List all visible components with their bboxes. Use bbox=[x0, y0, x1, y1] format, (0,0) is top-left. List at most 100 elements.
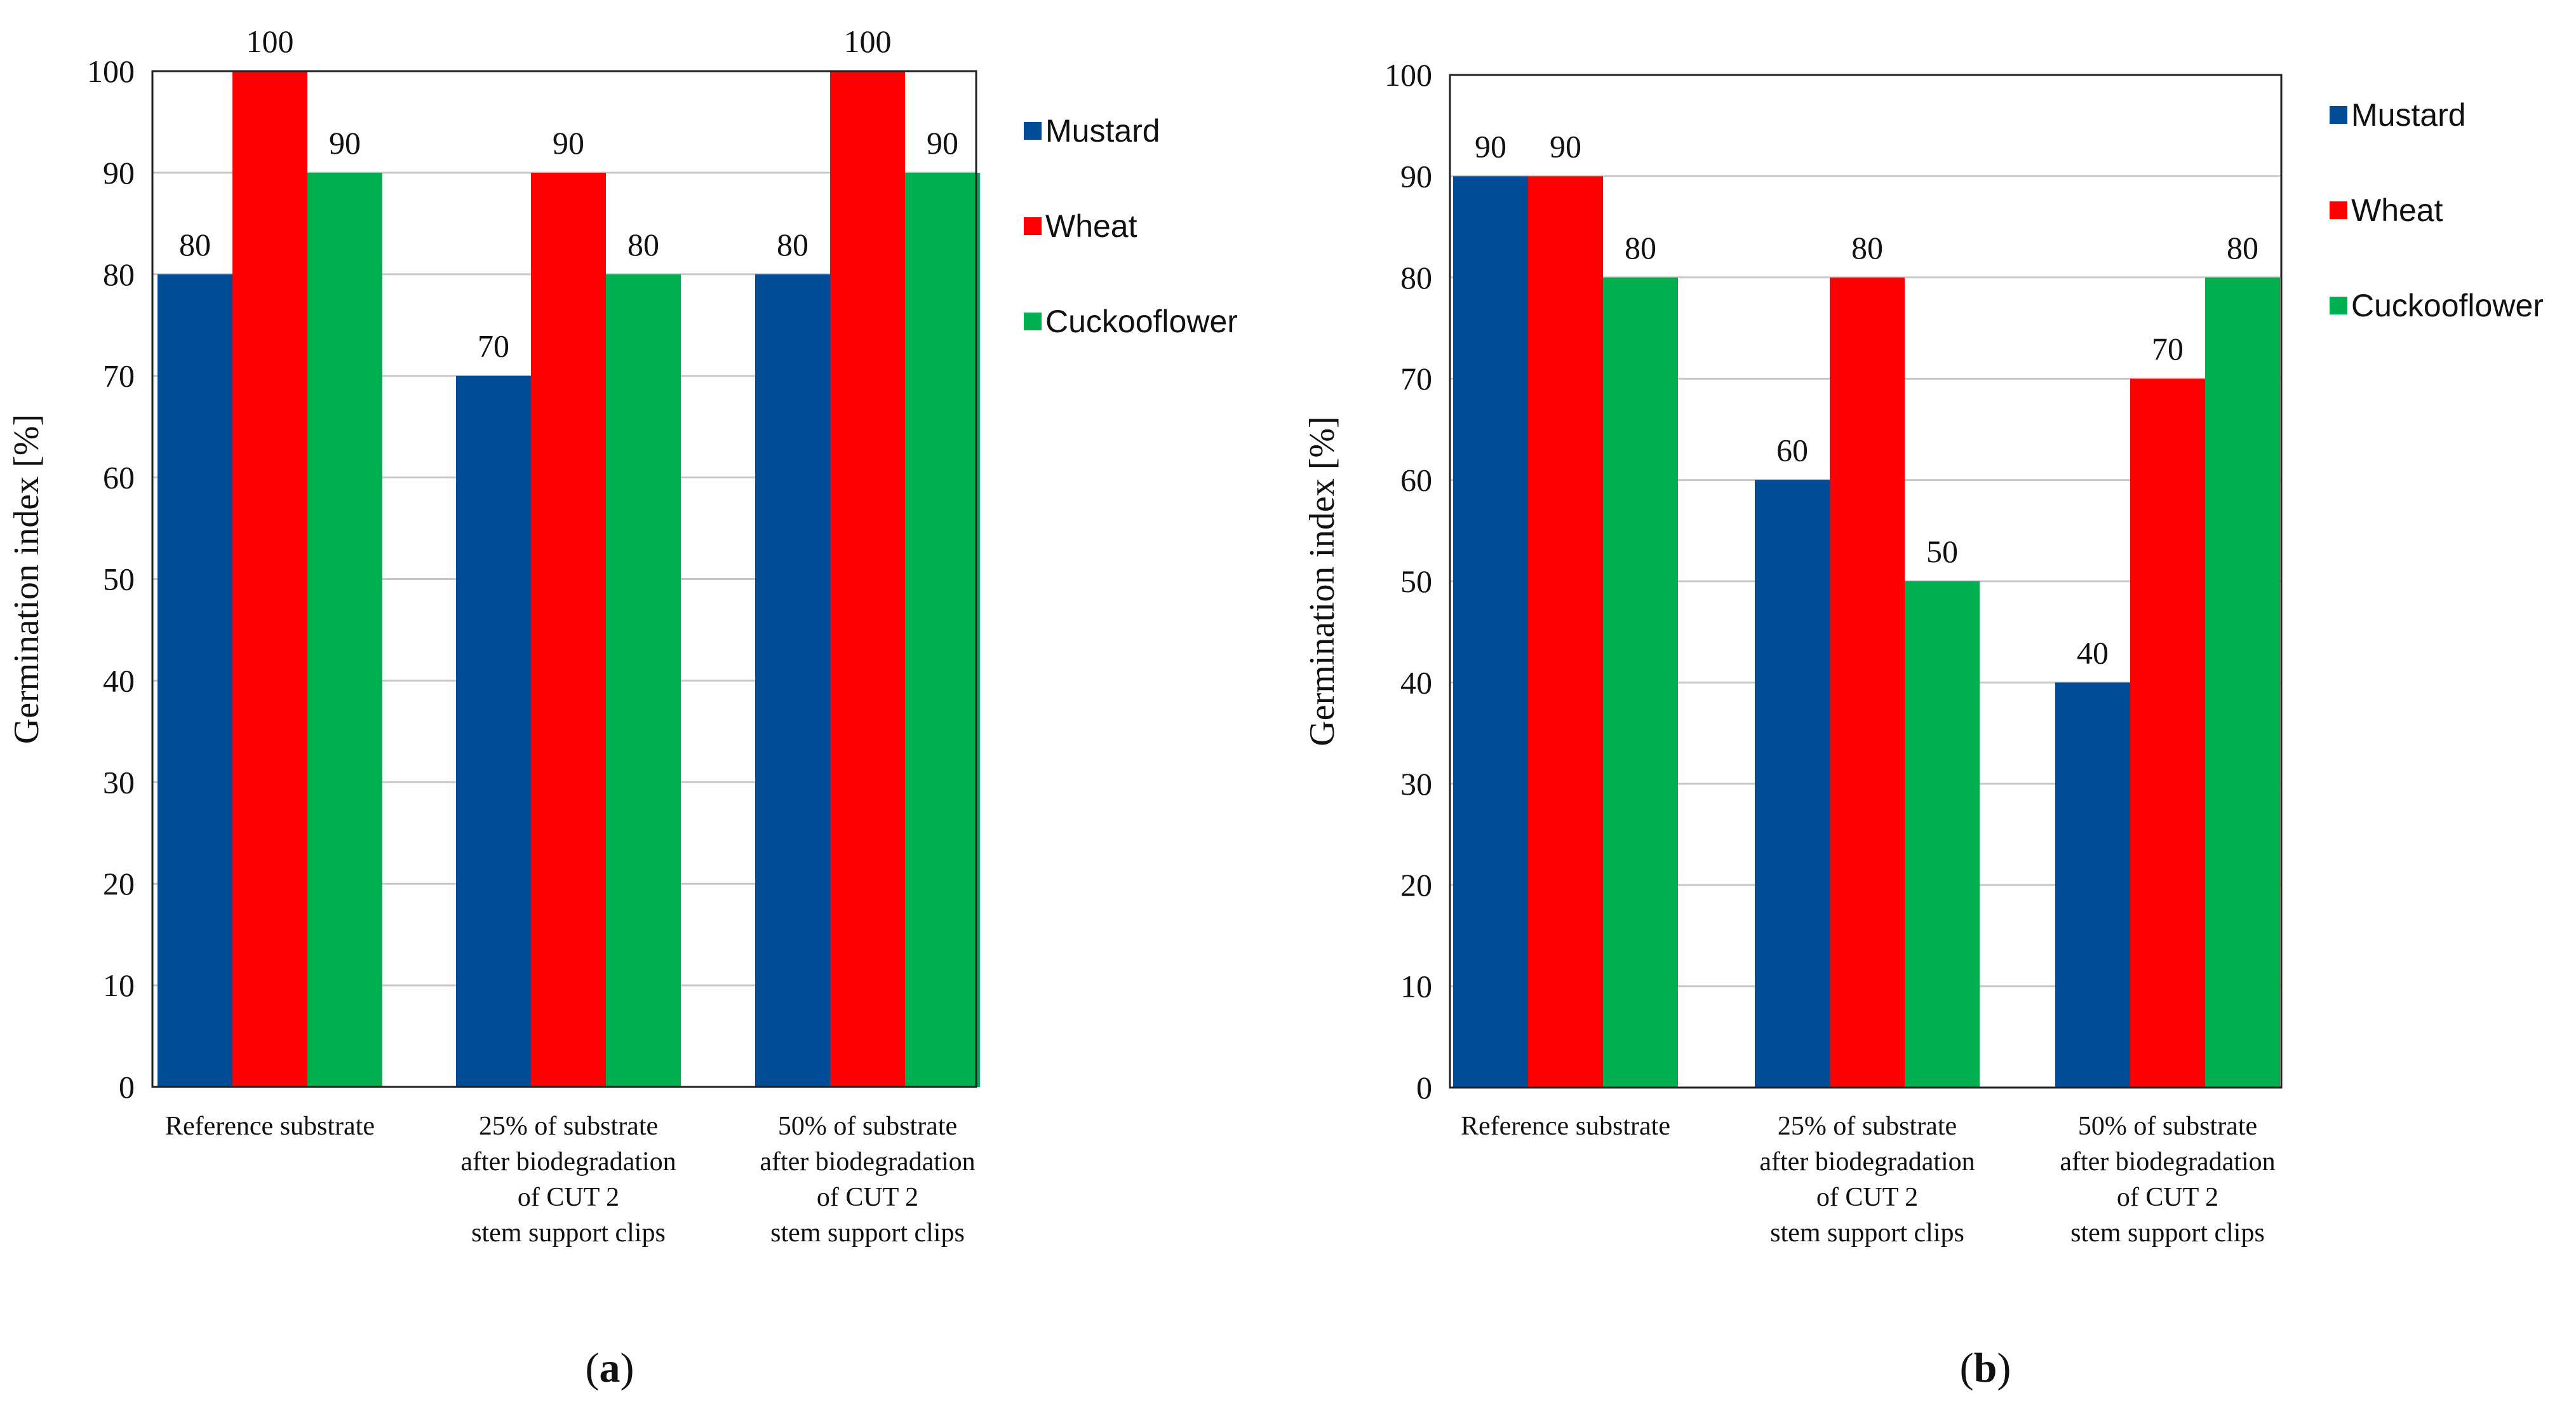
y-tick-label: 10 bbox=[103, 967, 135, 1003]
category-label: Reference substrate bbox=[1461, 1112, 1670, 1141]
y-tick-label: 90 bbox=[103, 155, 135, 191]
data-label: 40 bbox=[2077, 635, 2109, 670]
y-tick-label: 50 bbox=[1400, 563, 1432, 599]
panel-label-close-paren: ) bbox=[621, 1345, 634, 1391]
bar-cuckooflower-2 bbox=[1905, 581, 1980, 1088]
y-tick-label: 70 bbox=[1400, 361, 1432, 396]
category-label-line: after biodegradation bbox=[2060, 1147, 2275, 1176]
data-label: 90 bbox=[553, 125, 584, 161]
legend-swatch-cuckooflower bbox=[1024, 313, 1042, 330]
bar-mustard-3 bbox=[755, 274, 830, 1087]
category-label-line: after biodegradation bbox=[1759, 1147, 1975, 1176]
category-label: 50% of substrate after biodegradation of C… bbox=[760, 1112, 975, 1248]
legend-swatch-cuckooflower bbox=[2330, 297, 2347, 314]
legend-label-mustard: Mustard bbox=[1045, 113, 1160, 149]
category-label-line: stem support clips bbox=[770, 1218, 965, 1248]
category-label-line: of CUT 2 bbox=[2117, 1183, 2218, 1212]
data-label: 90 bbox=[1550, 128, 1581, 164]
bar-mustard-3 bbox=[2055, 682, 2130, 1088]
y-tick-label: 80 bbox=[1400, 260, 1432, 295]
data-label: 80 bbox=[1851, 230, 1883, 266]
data-label: 80 bbox=[627, 227, 659, 262]
legend-label-mustard: Mustard bbox=[2351, 97, 2466, 133]
y-tick-label: 30 bbox=[103, 764, 135, 800]
bar-cuckooflower-3 bbox=[905, 172, 980, 1087]
bar-wheat-3 bbox=[830, 71, 905, 1087]
category-label-line: stem support clips bbox=[2070, 1218, 2265, 1248]
y-tick-label: 50 bbox=[103, 562, 135, 597]
legend-swatch-wheat bbox=[2330, 201, 2347, 219]
category-label-line: 25% of substrate bbox=[1778, 1112, 1957, 1141]
bar-cuckooflower-3 bbox=[2205, 277, 2280, 1088]
legend-swatch-wheat bbox=[1024, 217, 1042, 235]
data-label: 90 bbox=[329, 125, 361, 161]
panel-label: (a) bbox=[586, 1345, 634, 1391]
category-label-line: Reference substrate bbox=[165, 1112, 375, 1141]
bar-mustard-2 bbox=[1755, 480, 1830, 1088]
legend-label-cuckooflower: Cuckooflower bbox=[1045, 304, 1238, 339]
data-label: 100 bbox=[246, 24, 294, 59]
y-tick-label: 60 bbox=[103, 460, 135, 495]
y-tick-label: 20 bbox=[1400, 867, 1432, 903]
category-label: 25% of substrate after biodegradation of C… bbox=[1759, 1112, 1975, 1248]
y-tick-label: 80 bbox=[103, 257, 135, 292]
data-label: 80 bbox=[777, 227, 808, 262]
bar-wheat-2 bbox=[1830, 277, 1905, 1088]
category-label: 25% of substrate after biodegradation of C… bbox=[460, 1112, 676, 1248]
legend-label-wheat: Wheat bbox=[1045, 208, 1137, 244]
data-label: 60 bbox=[1776, 433, 1808, 468]
category-label-line: Reference substrate bbox=[1461, 1112, 1670, 1141]
bar-mustard-1 bbox=[1453, 176, 1528, 1088]
data-label: 80 bbox=[1625, 230, 1656, 266]
panel-label-letter: a bbox=[600, 1345, 621, 1391]
panel-label-close-paren: ) bbox=[1997, 1345, 2011, 1391]
y-tick-label: 40 bbox=[1400, 664, 1432, 700]
category-label-line: after biodegradation bbox=[460, 1147, 676, 1176]
category-label-line: stem support clips bbox=[1770, 1218, 1964, 1248]
category-label-line: of CUT 2 bbox=[817, 1183, 918, 1212]
panel-label-letter: b bbox=[1974, 1345, 1997, 1391]
y-tick-label: 100 bbox=[87, 53, 135, 89]
bar-cuckooflower-1 bbox=[307, 172, 382, 1087]
y-tick-label: 30 bbox=[1400, 766, 1432, 802]
y-tick-label: 100 bbox=[1385, 57, 1432, 93]
y-tick-label: 10 bbox=[1400, 969, 1432, 1004]
legend-label-cuckooflower: Cuckooflower bbox=[2351, 288, 2544, 323]
y-tick-label: 40 bbox=[103, 663, 135, 698]
bar-mustard-1 bbox=[158, 274, 232, 1087]
category-label-line: of CUT 2 bbox=[518, 1183, 619, 1212]
bar-mustard-2 bbox=[456, 375, 531, 1088]
bar-cuckooflower-2 bbox=[606, 274, 681, 1087]
panel-label-open-paren: ( bbox=[586, 1345, 600, 1391]
y-tick-label: 0 bbox=[119, 1069, 135, 1105]
chart-panel-b: 0 10 20 30 40 50 60 70 80 90 100 90 60 40 90 80 70 80 50 80… bbox=[1303, 57, 2544, 1391]
category-label-line: 50% of substrate bbox=[2078, 1112, 2257, 1141]
bar-cuckooflower-1 bbox=[1603, 277, 1678, 1088]
legend-swatch-mustard bbox=[1024, 122, 1042, 140]
data-label: 50 bbox=[1926, 534, 1958, 569]
panel-label: (b) bbox=[1960, 1345, 2011, 1391]
y-axis-title: Germination index [%] bbox=[7, 414, 46, 744]
bar-wheat-1 bbox=[1528, 176, 1603, 1088]
data-label: 100 bbox=[844, 24, 892, 59]
category-label-line: after biodegradation bbox=[760, 1147, 975, 1176]
plot-frame bbox=[151, 70, 977, 1088]
data-label: 70 bbox=[2152, 331, 2184, 367]
panel-label-open-paren: ( bbox=[1960, 1345, 1974, 1391]
legend-swatch-mustard bbox=[2330, 106, 2347, 124]
y-tick-label: 0 bbox=[1416, 1070, 1432, 1105]
data-label: 90 bbox=[1475, 128, 1506, 164]
legend-label-wheat: Wheat bbox=[2351, 192, 2443, 228]
category-label-line: 25% of substrate bbox=[479, 1112, 658, 1141]
category-label: 50% of substrate after biodegradation of C… bbox=[2060, 1112, 2275, 1248]
category-label-line: stem support clips bbox=[471, 1218, 666, 1248]
data-label: 80 bbox=[2227, 230, 2258, 266]
category-label-line: of CUT 2 bbox=[1816, 1183, 1918, 1212]
bar-wheat-3 bbox=[2130, 379, 2205, 1088]
category-label-line: 50% of substrate bbox=[778, 1112, 957, 1141]
y-tick-label: 90 bbox=[1400, 158, 1432, 194]
data-label: 80 bbox=[179, 227, 211, 262]
data-label: 70 bbox=[478, 328, 509, 364]
data-label: 90 bbox=[927, 125, 958, 161]
